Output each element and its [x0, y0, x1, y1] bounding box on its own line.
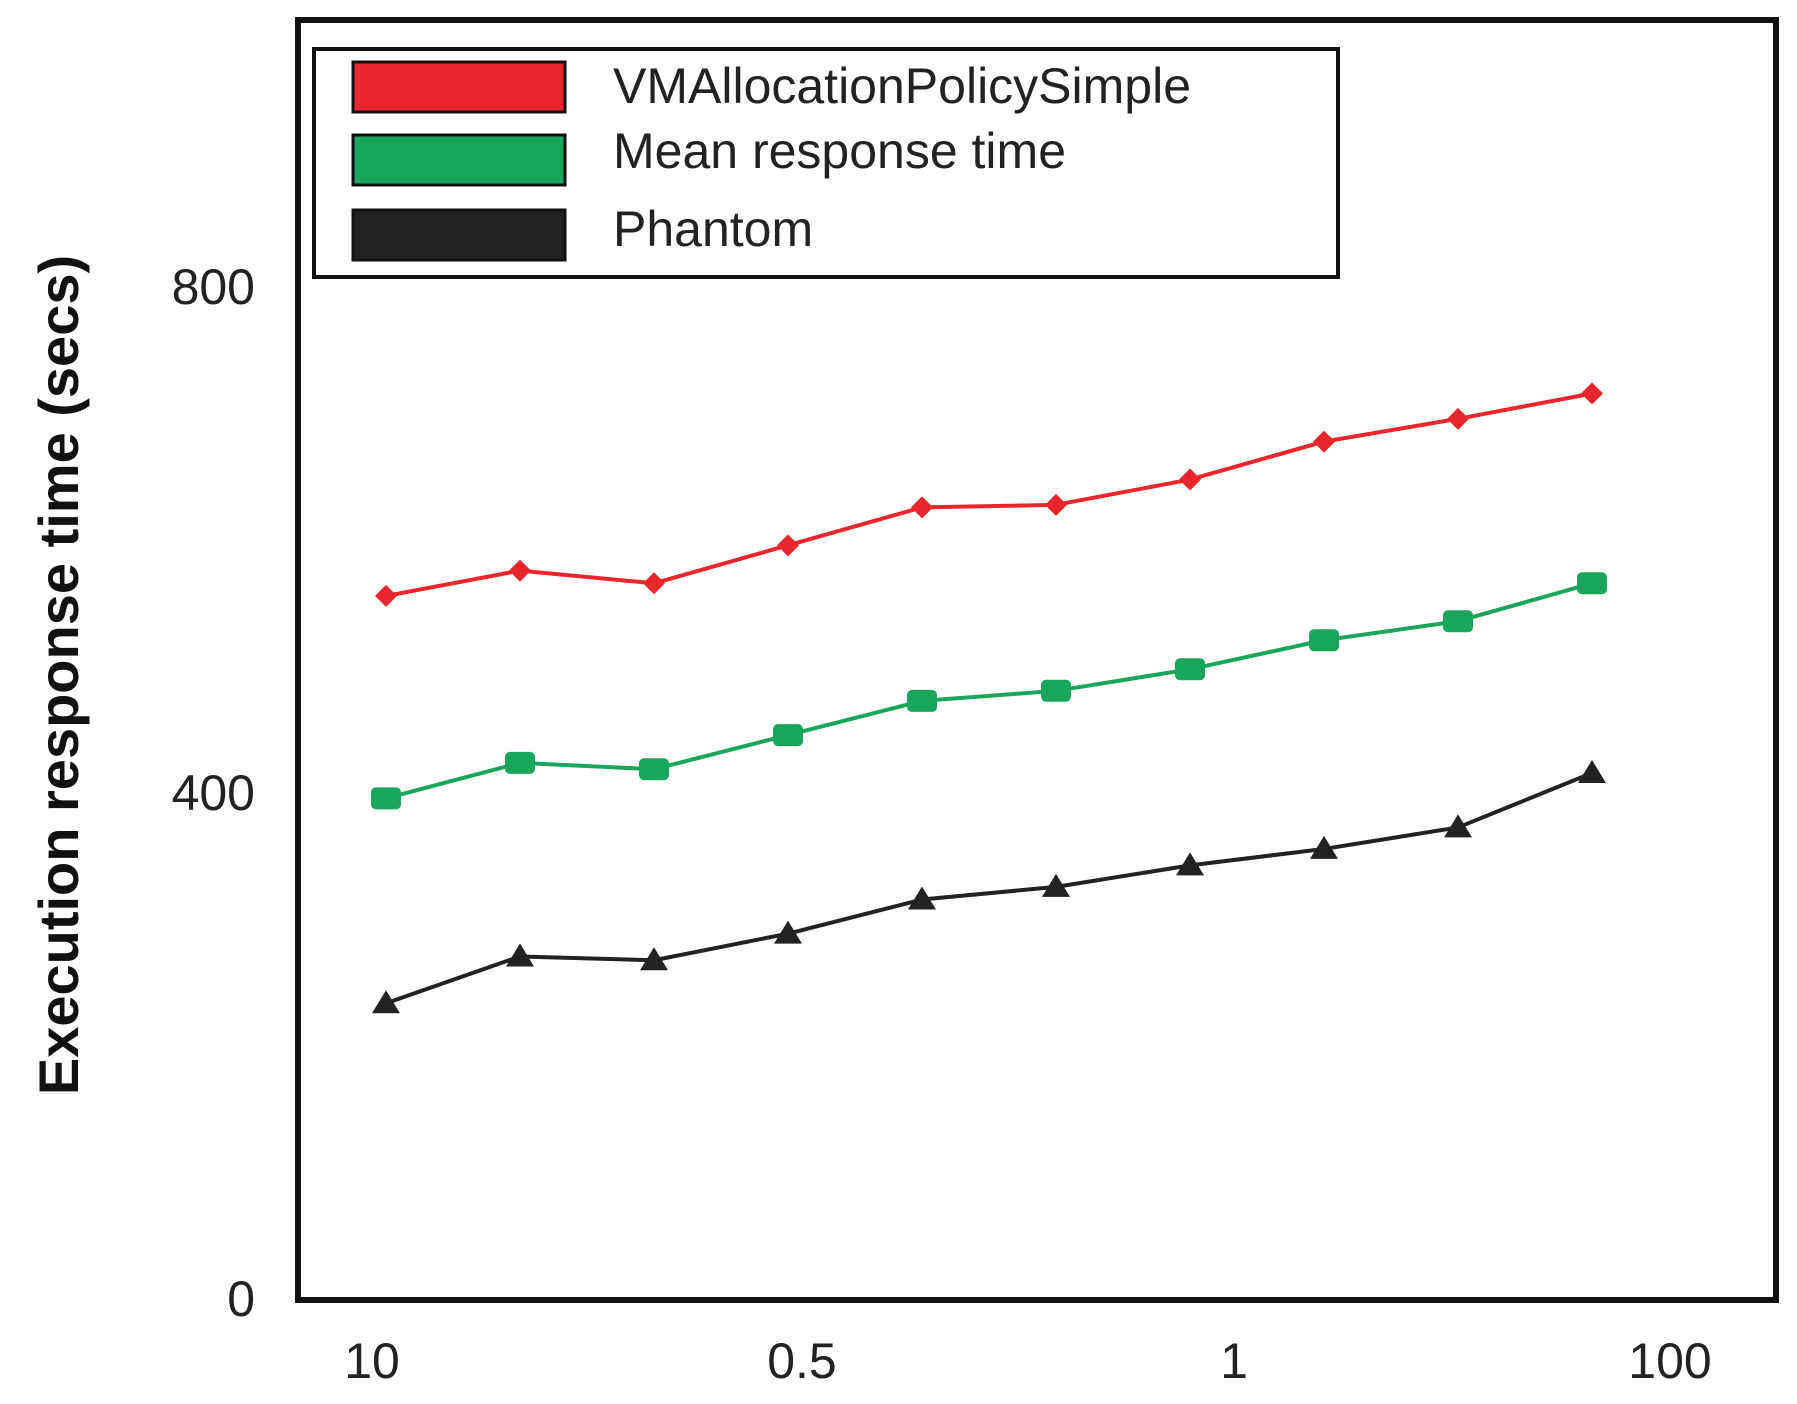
- data-point-vmallocationpolicysimple: [1179, 468, 1201, 491]
- data-point-vmallocationpolicysimple: [777, 534, 799, 557]
- data-point-phantom: [1578, 760, 1606, 784]
- y-tick-label: 0: [227, 1271, 255, 1327]
- data-point-mean-response-time: [505, 751, 535, 774]
- data-point-phantom: [372, 990, 400, 1014]
- legend-label-vmallocation: VMAllocationPolicySimple: [613, 58, 1191, 114]
- plot-frame: [295, 17, 1779, 1303]
- x-tick-label: 100: [1628, 1333, 1711, 1389]
- x-tick-label: 0.5: [767, 1333, 837, 1389]
- data-point-mean-response-time: [907, 689, 937, 712]
- data-point-vmallocationpolicysimple: [911, 496, 933, 519]
- y-tick-label: 400: [172, 765, 255, 821]
- series-line-phantom: [385, 771, 1593, 1006]
- data-point-vmallocationpolicysimple: [1581, 382, 1603, 405]
- series-line-mean-response-time: [385, 581, 1593, 801]
- data-point-phantom: [908, 886, 936, 910]
- legend-swatch-phantom: [351, 208, 567, 262]
- x-tick-label: 1: [1220, 1333, 1248, 1389]
- data-point-phantom: [1444, 814, 1472, 838]
- data-point-mean-response-time: [371, 787, 401, 810]
- x-tick-label: 10: [344, 1333, 400, 1389]
- data-point-phantom: [506, 943, 534, 967]
- legend-label-phantom: Phantom: [613, 201, 813, 257]
- data-point-phantom: [640, 947, 668, 971]
- data-point-phantom: [774, 920, 802, 944]
- data-point-vmallocationpolicysimple: [375, 584, 397, 607]
- y-axis: 0 400 800: [172, 259, 255, 1327]
- data-point-mean-response-time: [1041, 679, 1071, 702]
- data-point-vmallocationpolicysimple: [1447, 407, 1469, 430]
- x-axis: 10 0.5 1 100: [344, 1333, 1712, 1389]
- data-point-mean-response-time: [773, 724, 803, 747]
- data-point-phantom: [1176, 852, 1204, 876]
- data-point-vmallocationpolicysimple: [1045, 493, 1067, 516]
- legend-label-mean-response: Mean response time: [613, 123, 1066, 179]
- data-point-mean-response-time: [1577, 572, 1607, 595]
- legend: VMAllocationPolicySimple Mean response t…: [312, 47, 1340, 279]
- series-layer: [371, 382, 1607, 1014]
- data-point-mean-response-time: [1443, 610, 1473, 633]
- data-point-vmallocationpolicysimple: [1313, 430, 1335, 453]
- series-line-vmallocationpolicysimple: [385, 391, 1593, 598]
- y-axis-label: Execution response time (secs): [27, 255, 90, 1095]
- legend-swatch-mean-response: [351, 133, 567, 187]
- legend-swatch-vmallocation: [351, 60, 567, 114]
- y-tick-label: 800: [172, 259, 255, 315]
- data-point-vmallocationpolicysimple: [509, 559, 531, 582]
- data-point-mean-response-time: [1175, 658, 1205, 681]
- data-point-phantom: [1042, 873, 1070, 897]
- data-point-phantom: [1310, 835, 1338, 859]
- data-point-mean-response-time: [1309, 629, 1339, 652]
- data-point-mean-response-time: [639, 758, 669, 781]
- data-point-vmallocationpolicysimple: [643, 572, 665, 595]
